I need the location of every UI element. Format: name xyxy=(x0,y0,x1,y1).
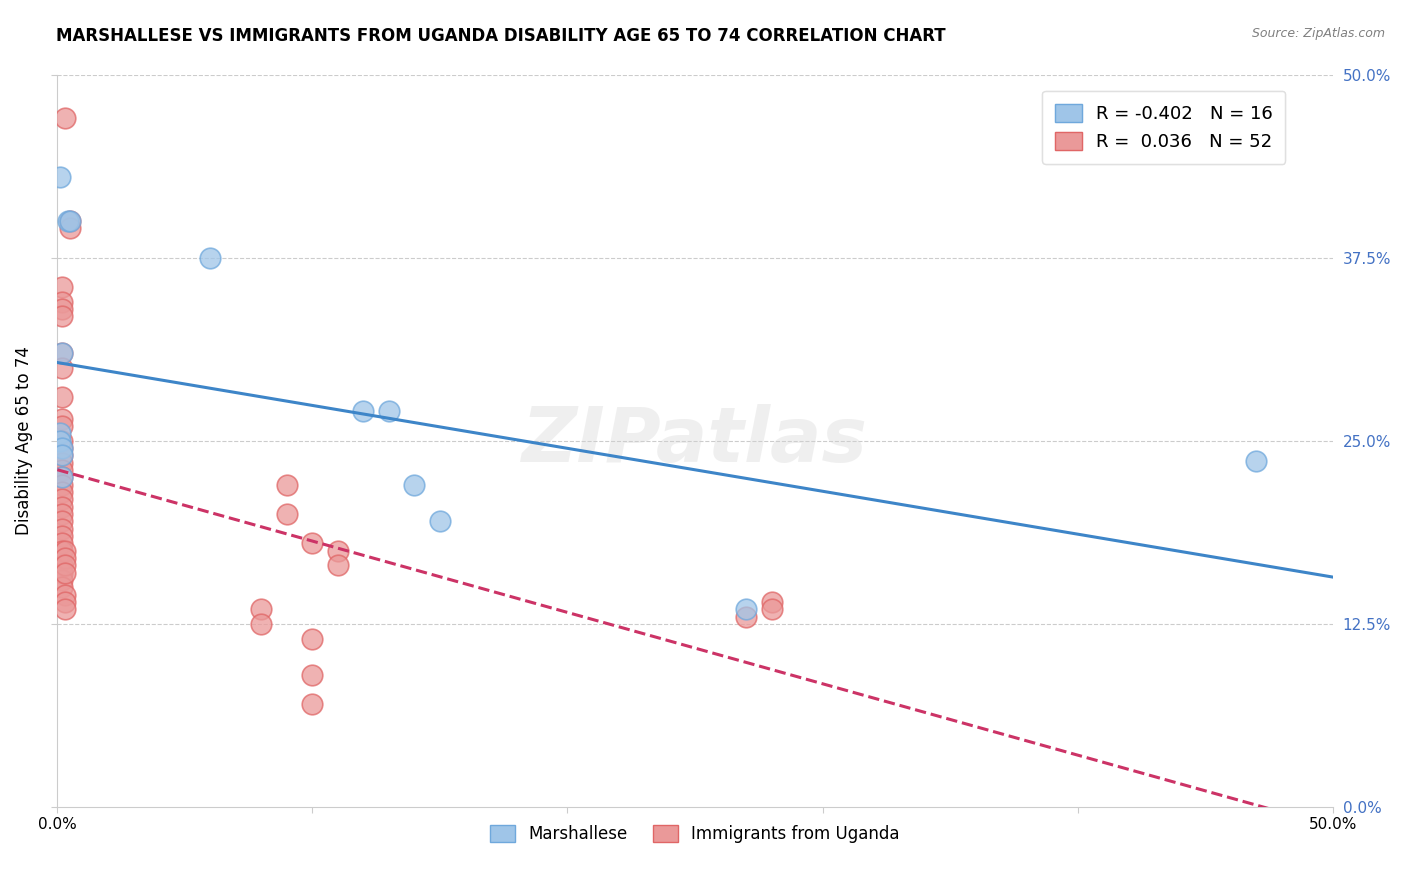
Point xyxy=(51,294,73,309)
Point xyxy=(51,310,73,324)
Point xyxy=(51,500,73,514)
Point xyxy=(51,419,73,434)
Point xyxy=(200,251,222,265)
Point xyxy=(59,221,82,235)
Point xyxy=(51,529,73,543)
Point xyxy=(301,632,323,646)
Point xyxy=(53,602,76,616)
Point xyxy=(250,616,273,631)
Point xyxy=(53,588,76,602)
Point xyxy=(51,507,73,521)
Point xyxy=(51,441,73,455)
Text: ZIPatlas: ZIPatlas xyxy=(522,404,868,478)
Point xyxy=(51,346,73,360)
Point xyxy=(378,404,401,418)
Point xyxy=(51,360,73,375)
Point xyxy=(51,558,73,573)
Point xyxy=(51,492,73,507)
Point xyxy=(276,477,298,491)
Point xyxy=(761,602,783,616)
Point xyxy=(250,602,273,616)
Point xyxy=(326,558,349,573)
Point xyxy=(51,566,73,580)
Point xyxy=(51,470,73,484)
Point xyxy=(51,463,73,477)
Point xyxy=(51,390,73,404)
Legend: R = -0.402   N = 16, R =  0.036   N = 52: R = -0.402 N = 16, R = 0.036 N = 52 xyxy=(1042,91,1285,164)
Point xyxy=(51,301,73,316)
Point xyxy=(59,214,82,228)
Point xyxy=(51,346,73,360)
Point xyxy=(51,449,73,463)
Point xyxy=(735,609,758,624)
Point xyxy=(326,543,349,558)
Point xyxy=(53,112,76,126)
Y-axis label: Disability Age 65 to 74: Disability Age 65 to 74 xyxy=(15,346,32,535)
Point xyxy=(51,477,73,491)
Point xyxy=(49,426,72,441)
Text: MARSHALLESE VS IMMIGRANTS FROM UGANDA DISABILITY AGE 65 TO 74 CORRELATION CHART: MARSHALLESE VS IMMIGRANTS FROM UGANDA DI… xyxy=(56,27,946,45)
Point xyxy=(51,441,73,455)
Point xyxy=(51,280,73,294)
Point xyxy=(51,580,73,594)
Point xyxy=(761,595,783,609)
Point xyxy=(51,434,73,448)
Point xyxy=(352,404,374,418)
Point xyxy=(301,536,323,550)
Point xyxy=(51,470,73,484)
Point xyxy=(429,514,451,528)
Point xyxy=(49,434,72,448)
Point xyxy=(301,668,323,682)
Point xyxy=(56,214,79,228)
Point xyxy=(53,566,76,580)
Point xyxy=(735,602,758,616)
Point xyxy=(59,214,82,228)
Point xyxy=(51,573,73,587)
Point xyxy=(276,507,298,521)
Point xyxy=(53,543,76,558)
Point xyxy=(51,411,73,425)
Point xyxy=(49,170,72,185)
Point xyxy=(53,558,76,573)
Point xyxy=(53,595,76,609)
Point xyxy=(51,456,73,470)
Point xyxy=(51,514,73,528)
Point xyxy=(51,536,73,550)
Text: Source: ZipAtlas.com: Source: ZipAtlas.com xyxy=(1251,27,1385,40)
Point xyxy=(301,698,323,712)
Point xyxy=(51,522,73,536)
Point xyxy=(53,550,76,565)
Point xyxy=(51,449,73,463)
Point xyxy=(51,485,73,500)
Point xyxy=(51,543,73,558)
Point xyxy=(404,477,426,491)
Point xyxy=(1244,454,1267,468)
